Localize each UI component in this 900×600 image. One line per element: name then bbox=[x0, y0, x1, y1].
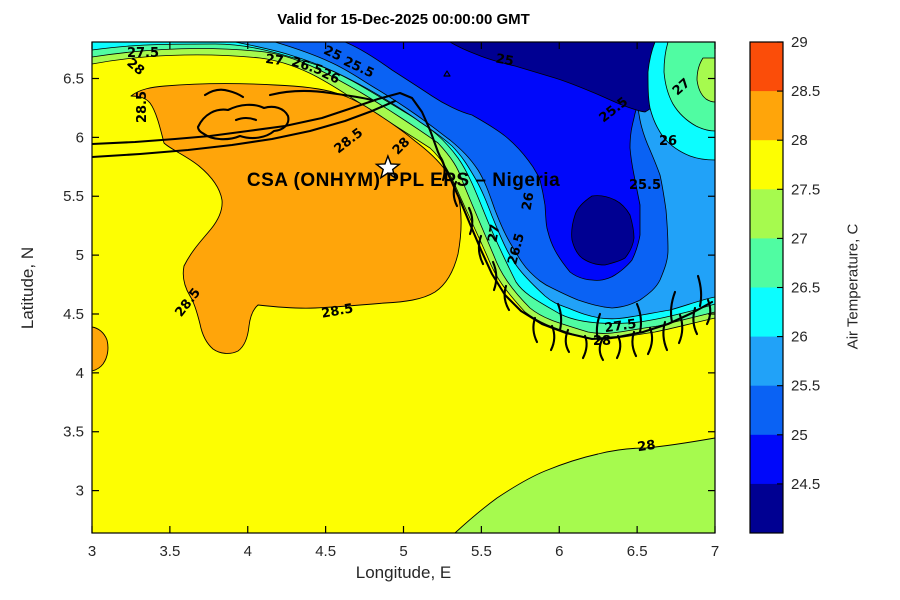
colorbar-tick-label: 24.5 bbox=[791, 476, 820, 493]
colorbar-band bbox=[750, 483, 783, 534]
colorbar-frame bbox=[749, 41, 784, 534]
colorbar-band bbox=[750, 189, 783, 239]
colorbar-band bbox=[750, 140, 783, 190]
x-tick-label: 6 bbox=[555, 543, 563, 560]
x-tick-label: 5.5 bbox=[471, 543, 492, 560]
coastline bbox=[92, 88, 714, 362]
contour-label: 28 bbox=[593, 334, 611, 349]
region-above-28p5-west bbox=[92, 326, 109, 372]
contour-label: 26 bbox=[520, 191, 538, 211]
contour-label: 26 bbox=[319, 66, 342, 87]
colorbar-tick-label: 25 bbox=[791, 427, 808, 444]
contour-label: 28 bbox=[637, 438, 657, 455]
x-tick-label: 3 bbox=[88, 543, 96, 560]
contour-label: 27 bbox=[264, 52, 284, 69]
colorbar-band bbox=[750, 238, 783, 288]
pocket-yellowgreen-spot bbox=[696, 57, 715, 103]
contour-artifact-triangle bbox=[443, 70, 451, 77]
colorbar-tick-label: 26 bbox=[791, 329, 808, 346]
y-axis-label: Latitude, N bbox=[18, 246, 37, 330]
x-tick-label: 4 bbox=[244, 543, 252, 560]
x-tick-label: 4.5 bbox=[315, 543, 336, 560]
contour-label: 25 bbox=[321, 43, 344, 64]
axes-box bbox=[91, 41, 716, 534]
y-tick-label: 4 bbox=[76, 365, 84, 382]
x-axis-label: Longitude, E bbox=[355, 563, 452, 582]
colorbar-tick-label: 28.5 bbox=[791, 83, 820, 100]
colorbar-label: Air Temperature, C bbox=[844, 223, 862, 350]
colorbar-tick-label: 27 bbox=[791, 230, 808, 247]
colorbar-band bbox=[750, 434, 783, 485]
colorbar-band bbox=[750, 42, 783, 92]
x-tick-label: 5 bbox=[399, 543, 407, 560]
colorbar-tick-label: 29 bbox=[791, 34, 808, 51]
contour-label: 26 bbox=[659, 134, 677, 149]
colorbar-band bbox=[750, 385, 783, 436]
station-star-marker bbox=[374, 153, 402, 180]
contour-label: 25.5 bbox=[629, 178, 661, 193]
colorbar-tick-label: 28 bbox=[791, 132, 808, 149]
x-tick-label: 7 bbox=[711, 543, 719, 560]
y-tick-label: 5.5 bbox=[63, 188, 84, 205]
y-tick-label: 3.5 bbox=[63, 424, 84, 441]
band-bottomright-27p5-28 bbox=[454, 437, 715, 533]
y-tick-label: 5 bbox=[76, 247, 84, 264]
contour-label: 27.5 bbox=[127, 46, 159, 61]
colorbar-band bbox=[750, 91, 783, 141]
y-tick-label: 6.5 bbox=[63, 71, 84, 88]
colorbar-tick-label: 26.5 bbox=[791, 280, 820, 297]
x-tick-label: 3.5 bbox=[159, 543, 180, 560]
contour-label: 27 bbox=[486, 223, 504, 243]
plot-title: Valid for 15-Dec-2025 00:00:00 GMT bbox=[277, 11, 530, 28]
colorbar-tick-label: 25.5 bbox=[791, 378, 820, 395]
y-tick-label: 6 bbox=[76, 129, 84, 146]
contour-label: 28.5 bbox=[135, 91, 150, 123]
contour-label: 25 bbox=[494, 52, 514, 70]
y-tick-label: 3 bbox=[76, 483, 84, 500]
colorbar-tick-label: 27.5 bbox=[791, 181, 820, 198]
band-below-25-b bbox=[571, 195, 635, 266]
colorbar-band bbox=[750, 336, 783, 387]
colorbar-band bbox=[750, 287, 783, 338]
x-tick-label: 6.5 bbox=[627, 543, 648, 560]
y-tick-label: 4.5 bbox=[63, 306, 84, 323]
contour-label: 27.5 bbox=[604, 317, 638, 336]
region-above-28p5-main bbox=[130, 83, 462, 354]
contour-label: 28.5 bbox=[320, 301, 354, 321]
